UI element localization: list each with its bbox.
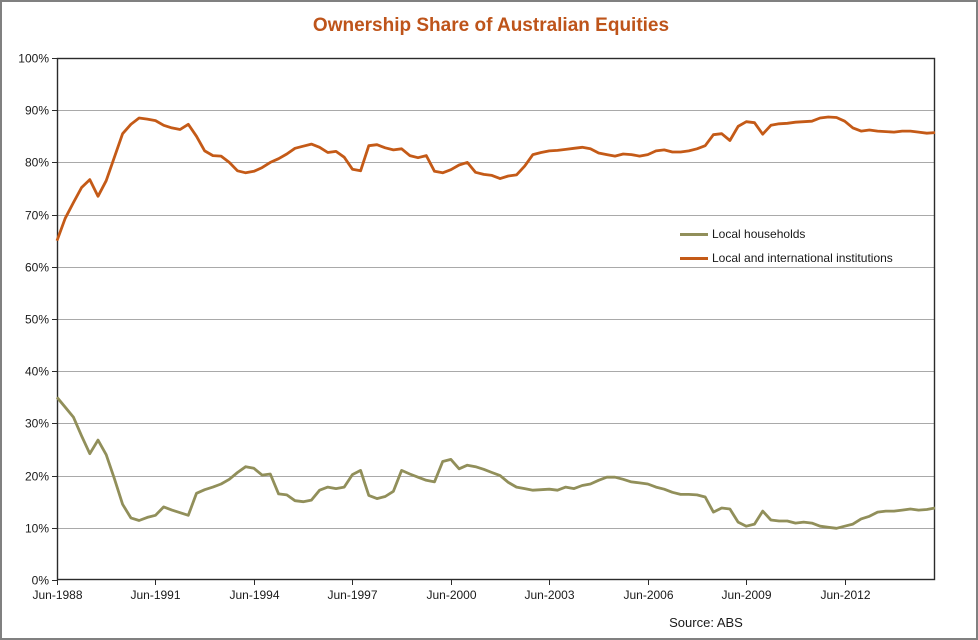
plot-border [56, 57, 936, 581]
institutions-line-swatch [680, 256, 708, 260]
y-axis-tick-label: 70% [25, 209, 49, 223]
households-series-line [55, 396, 936, 530]
legend-item-households: Local households [680, 222, 893, 246]
y-axis-tick-label: 80% [25, 156, 49, 170]
x-axis-tick-label: Jun-2006 [623, 588, 673, 602]
y-axis-tick-label: 60% [25, 261, 49, 275]
legend-item-institutions: Local and international institutions [680, 246, 893, 270]
x-axis-tick-label: Jun-2003 [524, 588, 574, 602]
y-axis-tick-label: 20% [25, 470, 49, 484]
x-axis-tick-label: Jun-1994 [229, 588, 279, 602]
y-axis-tick-label: 50% [25, 313, 49, 327]
legend: Local households Local and international… [680, 222, 893, 270]
x-axis-tick-label: Jun-1991 [130, 588, 180, 602]
x-axis-tick-label: Jun-1988 [32, 588, 82, 602]
households-line-swatch [680, 232, 708, 236]
x-axis-tick-label: Jun-1997 [327, 588, 377, 602]
y-axis-tick-label: 40% [25, 365, 49, 379]
legend-label-institutions: Local and international institutions [712, 251, 893, 265]
legend-label-households: Local households [712, 227, 806, 241]
y-axis-tick-label: 10% [25, 522, 49, 536]
x-axis-tick-label: Jun-2012 [820, 588, 870, 602]
source-note: Source: ABS [669, 615, 743, 630]
y-axis-tick-label: 90% [25, 104, 49, 118]
institutions-series-line [55, 115, 936, 242]
x-axis-tick-label: Jun-2009 [721, 588, 771, 602]
y-axis-tick-label: 30% [25, 417, 49, 431]
y-axis-tick-label: 0% [32, 574, 50, 588]
y-axis-tick-label: 100% [18, 52, 49, 66]
x-axis-tick-label: Jun-2000 [426, 588, 476, 602]
chart-title: Ownership Share of Australian Equities [312, 15, 670, 36]
